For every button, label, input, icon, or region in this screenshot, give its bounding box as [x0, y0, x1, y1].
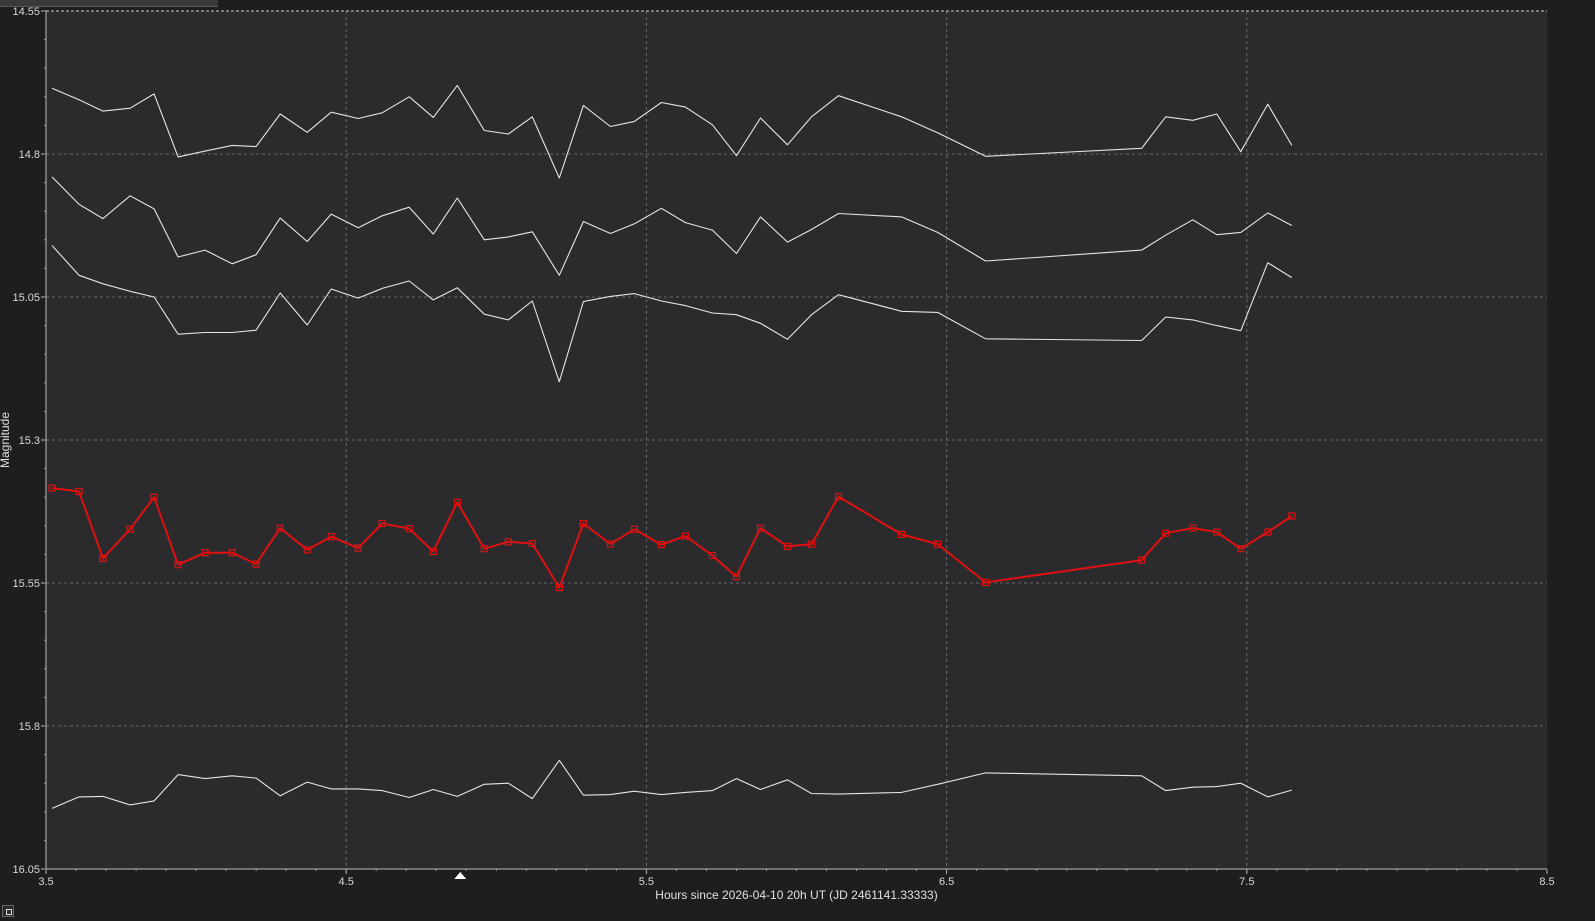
data-point-marker	[1213, 528, 1221, 536]
series-line-comparison-4	[51, 759, 1292, 809]
x-tick-label: 5.5	[639, 876, 654, 888]
series-line-comparison-3	[51, 245, 1293, 383]
data-point-marker	[783, 542, 792, 550]
data-point-marker	[252, 560, 260, 568]
data-point-marker	[48, 484, 56, 492]
data-point-marker	[933, 540, 942, 548]
triangle-up-icon[interactable]	[454, 872, 467, 879]
data-point-marker	[606, 540, 614, 548]
series-line-comparison-2	[51, 176, 1293, 276]
data-point-marker	[1189, 524, 1197, 532]
data-point-marker	[201, 549, 209, 557]
data-point-marker	[708, 551, 717, 560]
x-tick-label: 4.5	[339, 876, 354, 888]
data-point-marker	[834, 493, 843, 501]
data-point-marker	[429, 547, 437, 556]
data-point-marker	[1237, 545, 1245, 553]
data-point-marker	[528, 539, 536, 548]
data-point-marker	[1162, 529, 1170, 537]
data-point-marker	[1264, 528, 1272, 536]
data-point-marker	[378, 519, 386, 528]
data-point-marker	[756, 524, 765, 532]
series-layer	[48, 84, 1296, 809]
data-point-marker	[807, 540, 816, 548]
y-tick-label: 15.55	[12, 578, 40, 590]
x-tick-label: 7.5	[1239, 876, 1254, 888]
series-line-comparison-1	[51, 84, 1293, 179]
restore-icon[interactable]	[2, 905, 14, 917]
data-point-marker	[732, 573, 741, 581]
x-tick-label: 6.5	[939, 876, 954, 888]
data-point-marker	[303, 546, 311, 554]
y-tick-label: 14.55	[12, 6, 40, 18]
data-point-marker	[480, 545, 488, 553]
data-point-marker	[504, 538, 512, 546]
data-point-marker	[630, 525, 638, 533]
data-point-marker	[405, 525, 413, 533]
data-point-marker	[897, 530, 906, 538]
x-axis-title: Hours since 2026-04-10 20h UT (JD 246114…	[655, 888, 937, 902]
data-point-marker	[555, 583, 563, 592]
data-point-marker	[99, 554, 107, 563]
data-point-marker	[657, 541, 666, 549]
data-point-marker	[982, 578, 990, 587]
y-tick-label: 15.3	[19, 435, 40, 447]
window-tab[interactable]	[0, 0, 218, 7]
data-point-marker	[1288, 512, 1296, 520]
axes: 3.5 4.5 5.5 6.5 7.5 8.5 14.55 14.8 15.05 15.3 15.5…	[12, 6, 1554, 888]
y-axis-title: Magnitude	[0, 412, 12, 468]
data-point-marker	[327, 533, 335, 541]
y-tick-label: 16.05	[12, 864, 40, 876]
data-point-marker	[174, 561, 182, 569]
x-tick-label: 3.5	[38, 876, 53, 888]
series-line-target	[51, 487, 1293, 589]
grid	[46, 11, 1547, 869]
y-tick-label: 15.05	[12, 292, 40, 304]
data-point-marker	[681, 532, 690, 540]
data-point-marker	[453, 498, 461, 506]
data-point-marker	[276, 524, 284, 532]
data-point-marker	[228, 549, 236, 557]
data-point-marker	[126, 525, 134, 533]
data-point-marker	[150, 493, 158, 501]
data-point-marker	[1138, 556, 1146, 564]
y-tick-label: 14.8	[19, 149, 40, 161]
y-tick-label: 15.8	[19, 721, 40, 733]
data-point-marker	[75, 487, 83, 496]
x-tick-label: 8.5	[1539, 876, 1554, 888]
data-point-marker	[579, 519, 587, 528]
data-point-marker	[354, 544, 362, 552]
